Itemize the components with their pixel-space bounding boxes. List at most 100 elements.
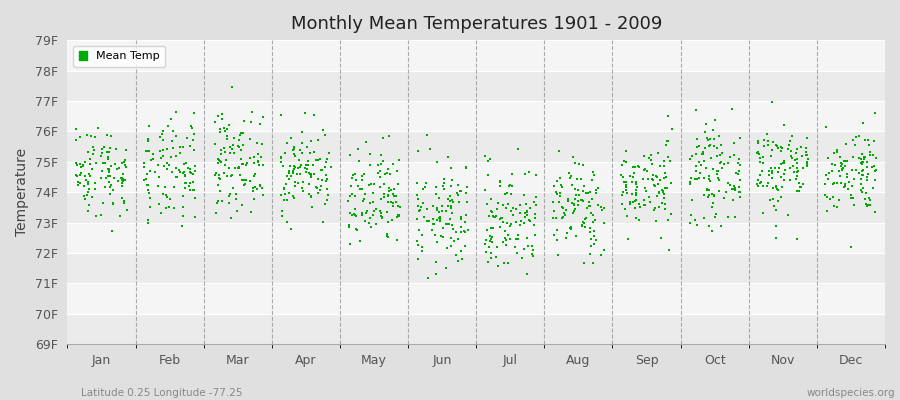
Point	[236, 130, 250, 136]
Point	[523, 218, 537, 224]
Point	[617, 206, 632, 212]
Point	[822, 170, 836, 176]
Point	[166, 204, 181, 211]
Point	[347, 211, 362, 217]
Point	[704, 155, 718, 162]
Point	[765, 174, 779, 181]
Point	[212, 172, 226, 178]
Point	[683, 156, 698, 163]
Point	[213, 158, 228, 164]
Point	[386, 200, 400, 206]
Point	[288, 178, 302, 185]
Point	[94, 211, 108, 218]
Point	[283, 162, 297, 169]
Point	[212, 160, 226, 166]
Point	[114, 180, 129, 186]
Point	[827, 180, 842, 186]
Point	[245, 108, 259, 115]
Point	[506, 212, 520, 218]
Point	[181, 165, 195, 171]
Point	[855, 160, 869, 167]
Point	[781, 146, 796, 152]
Point	[784, 152, 798, 159]
Point	[286, 195, 301, 201]
Point	[586, 260, 600, 266]
Point	[728, 187, 742, 193]
Point	[586, 169, 600, 175]
Point	[774, 144, 788, 150]
Point	[165, 169, 179, 175]
Point	[164, 154, 178, 160]
Point	[698, 129, 712, 136]
Point	[618, 182, 633, 188]
Point	[650, 193, 664, 199]
Point	[374, 208, 388, 214]
Point	[711, 175, 725, 181]
Point	[447, 238, 462, 244]
Point	[625, 191, 639, 197]
Point	[235, 177, 249, 184]
Point	[153, 147, 167, 154]
Point	[719, 188, 733, 195]
Point	[374, 196, 388, 202]
Point	[168, 109, 183, 115]
Point	[860, 174, 875, 180]
Point	[363, 199, 377, 206]
Point	[760, 138, 775, 144]
Point	[647, 206, 662, 213]
Point	[860, 171, 875, 178]
Point	[243, 118, 257, 125]
Point	[158, 184, 172, 190]
Point	[824, 160, 839, 167]
Point	[560, 230, 574, 236]
Point	[217, 144, 231, 151]
Point	[498, 235, 512, 241]
Point	[760, 180, 775, 186]
Point	[228, 165, 242, 172]
Point	[502, 235, 517, 242]
Point	[628, 187, 643, 193]
Point	[705, 204, 719, 210]
Bar	[68, 70, 885, 101]
Point	[706, 127, 720, 134]
Point	[288, 182, 302, 189]
Point	[765, 168, 779, 174]
Point	[452, 199, 466, 205]
Point	[732, 168, 746, 175]
Point	[186, 110, 201, 116]
Point	[248, 171, 262, 178]
Point	[629, 179, 643, 186]
Point	[225, 172, 239, 178]
Point	[303, 194, 318, 200]
Point	[855, 168, 869, 174]
Point	[774, 194, 788, 200]
Point	[227, 135, 241, 141]
Point	[712, 188, 726, 194]
Point	[564, 182, 579, 188]
Point	[796, 181, 810, 187]
Point	[411, 208, 426, 214]
Point	[618, 183, 633, 190]
Point	[731, 170, 745, 177]
Point	[703, 136, 717, 142]
Point	[656, 163, 670, 169]
Point	[751, 150, 765, 156]
Point	[159, 166, 174, 172]
Point	[247, 196, 261, 202]
Point	[777, 160, 791, 166]
Point	[350, 146, 365, 152]
Point	[112, 213, 127, 220]
Point	[83, 161, 97, 167]
Point	[140, 220, 155, 226]
Point	[796, 152, 810, 159]
Point	[723, 182, 737, 189]
Point	[176, 170, 190, 176]
Point	[788, 176, 803, 182]
Point	[176, 161, 191, 167]
Point	[620, 213, 634, 219]
Point	[849, 167, 863, 174]
Point	[577, 260, 591, 267]
Point	[357, 218, 372, 224]
Point	[583, 235, 598, 242]
Point	[392, 212, 406, 218]
